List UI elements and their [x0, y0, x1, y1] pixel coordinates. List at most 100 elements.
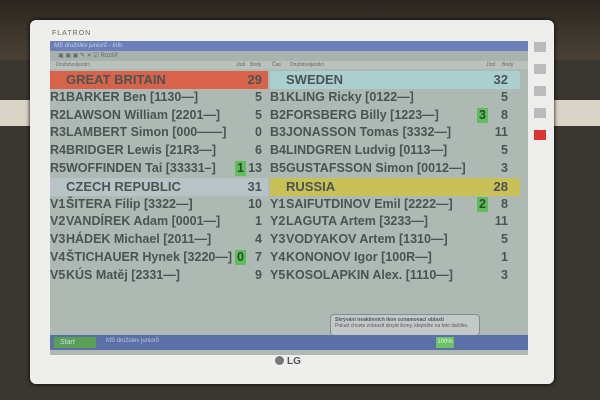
team-name: CZECH REPUBLIC — [66, 178, 181, 194]
rider-points: 5 — [255, 89, 262, 104]
monitor-side-icons — [534, 42, 548, 152]
rider-name: HÁDEK Michael [2011—] — [66, 232, 212, 247]
rider-points: 10 — [248, 196, 262, 211]
team-points: 29 — [247, 72, 262, 87]
rider-name: KONONOV Igor [100R—] — [286, 249, 432, 264]
bonus-badge: 3 — [477, 107, 488, 123]
rider-gate: R5 — [50, 160, 66, 175]
rider-row[interactable]: B2FORSBERG Billy [1223—] 8 3 — [270, 107, 520, 125]
rider-row[interactable]: R1BARKER Ben [1130—] 5 — [50, 89, 268, 107]
rider-gate: Y3 — [270, 232, 286, 247]
rider-row[interactable]: B1KLING Ricky [0122—] 5 — [270, 89, 520, 107]
rider-row[interactable]: R5WOFFINDEN Tai [33331–] 13 1 — [50, 160, 268, 178]
team-points: 31 — [247, 178, 262, 194]
bonus-badge: 0 — [235, 249, 246, 265]
rider-row[interactable]: V5KÚS Matěj [2331—] 9 — [50, 267, 268, 285]
rider-name: SAIFUTDINOV Emil [2222—] — [286, 196, 453, 211]
header-rides-right: Jízd — [486, 62, 496, 68]
rider-row[interactable]: V4ŠTICHAUER Hynek [3220—] 7 0 — [50, 249, 268, 267]
rider-gate: R4 — [50, 143, 66, 158]
rider-gate: Y5 — [270, 267, 286, 282]
header-points: Body — [250, 62, 262, 68]
rider-row[interactable]: V2VANDÍREK Adam [0001—] 1 — [50, 213, 268, 231]
zoom-indicator: 100% — [436, 337, 454, 348]
rider-row[interactable]: Y3VODYAKOV Artem [1310—] 5 — [270, 231, 520, 249]
rider-gate: B5 — [270, 160, 286, 175]
team-name: GREAT BRITAIN — [66, 72, 166, 87]
rider-row[interactable]: B3JONASSON Tomas [3332—] 11 — [270, 124, 520, 142]
rider-row[interactable]: Y4KONONOV Igor [100R—] 1 — [270, 249, 520, 267]
balloon-title: Skrývání neaktivních ikon oznamovací obl… — [335, 317, 444, 323]
rider-points: 8 — [501, 107, 508, 122]
rider-name: VANDÍREK Adam [0001—] — [66, 214, 221, 229]
screen: MS družstev juniorů - Info ▣ ▣ ▣ ✎ ✕ ☑ R… — [50, 41, 528, 355]
column-header: Družstvo/jezdci Jízd Body Čas Družstvo/j… — [50, 61, 528, 69]
rider-row[interactable]: V1ŠITERA Filip [3322—] 10 — [50, 196, 268, 214]
rider-gate: Y2 — [270, 214, 286, 229]
rider-gate: B4 — [270, 143, 286, 158]
team-name: RUSSIA — [286, 178, 336, 194]
rider-name: KÚS Matěj [2331—] — [66, 267, 180, 282]
rider-points: 6 — [255, 143, 262, 158]
header-rides: Jízd — [236, 62, 246, 68]
rider-gate: B3 — [270, 125, 286, 140]
rider-name: LAGUTA Artem [3233—] — [286, 214, 428, 229]
rider-name: LINDGREN Ludvig [0113—] — [286, 143, 448, 158]
taskbar-item[interactable]: MS družstev juniorů — [106, 338, 160, 344]
rider-name: FORSBERG Billy [1223—] — [286, 107, 439, 122]
rider-row[interactable]: B5GUSTAFSSON Simon [0012—] 3 — [270, 160, 520, 178]
right-column: SWEDEN 32 B1KLING Ricky [0122—] 5 B2FORSBERG… — [270, 71, 520, 285]
rider-row[interactable]: Y1SAIFUTDINOV Emil [2222—] 8 2 — [270, 196, 520, 214]
rider-row[interactable]: V3HÁDEK Michael [2011—] 4 — [50, 231, 268, 249]
taskbar: Start MS družstev juniorů 100% — [50, 335, 528, 350]
notification-balloon[interactable]: Skrývání neaktivních ikon oznamovací obl… — [330, 314, 480, 336]
rider-name: LAMBERT Simon [000——] — [66, 125, 227, 140]
rider-name: ŠITERA Filip [3322—] — [66, 196, 193, 211]
rider-name: WOFFINDEN Tai [33331–] — [66, 160, 216, 175]
rider-name: VODYAKOV Artem [1310—] — [286, 232, 448, 247]
rider-points: 5 — [255, 107, 262, 122]
header-time: Čas — [272, 62, 281, 68]
rider-points: 5 — [501, 89, 508, 104]
rider-points: 5 — [501, 143, 508, 158]
rider-row[interactable]: B4LINDGREN Ludvig [0113—] 5 — [270, 142, 520, 160]
team-row: SWEDEN 32 — [270, 71, 520, 89]
rider-gate: B2 — [270, 107, 286, 122]
rider-row[interactable]: R3LAMBERT Simon [000——] 0 — [50, 124, 268, 142]
rider-points: 11 — [494, 214, 508, 229]
rider-name: BRIDGER Lewis [21R3—] — [66, 143, 217, 158]
header-team-right: Družstvo/jezdci — [290, 62, 324, 68]
rider-points: 1 — [255, 214, 262, 229]
rider-gate: V2 — [50, 214, 66, 229]
rider-points: 3 — [501, 160, 508, 175]
team-name: SWEDEN — [286, 72, 344, 87]
header-team: Družstvo/jezdci — [56, 62, 90, 68]
rider-gate: R2 — [50, 107, 66, 122]
lg-logo: LG — [275, 356, 301, 367]
header-points-right: Body — [502, 62, 514, 68]
rider-points: 13 — [248, 160, 262, 175]
rider-row[interactable]: R4BRIDGER Lewis [21R3—] 6 — [50, 142, 268, 160]
rider-gate: R3 — [50, 125, 66, 140]
rider-row[interactable]: R2LAWSON William [2201—] 5 — [50, 107, 268, 125]
rider-name: KOSOLAPKIN Alex. [1110—] — [286, 267, 453, 282]
monitor-brand: FLATRON — [52, 30, 92, 37]
rider-points: 9 — [255, 267, 262, 282]
rider-gate: Y1 — [270, 196, 286, 211]
rider-gate: V1 — [50, 196, 66, 211]
rider-points: 1 — [501, 249, 508, 264]
rider-points: 8 — [501, 196, 508, 211]
rider-gate: Y4 — [270, 249, 286, 264]
team-row: RUSSIA 28 — [270, 177, 520, 196]
start-button[interactable]: Start — [54, 337, 96, 348]
rider-gate: V5 — [50, 267, 66, 282]
rider-name: GUSTAFSSON Simon [0012—] — [286, 160, 466, 175]
window-title: MS družstev juniorů - Info — [50, 41, 528, 51]
rider-row[interactable]: Y2LAGUTA Artem [3233—] 11 — [270, 213, 520, 231]
rider-points: 3 — [501, 267, 508, 282]
rider-gate: B1 — [270, 89, 286, 104]
rider-row[interactable]: Y5KOSOLAPKIN Alex. [1110—] 3 — [270, 267, 520, 285]
left-column: GREAT BRITAIN 29 R1BARKER Ben [1130—] 5 R2LA… — [50, 71, 268, 285]
rider-name: KLING Ricky [0122—] — [286, 89, 414, 104]
toolbar[interactable]: ▣ ▣ ▣ ✎ ✕ ☑ Rozšíř — [50, 51, 528, 61]
